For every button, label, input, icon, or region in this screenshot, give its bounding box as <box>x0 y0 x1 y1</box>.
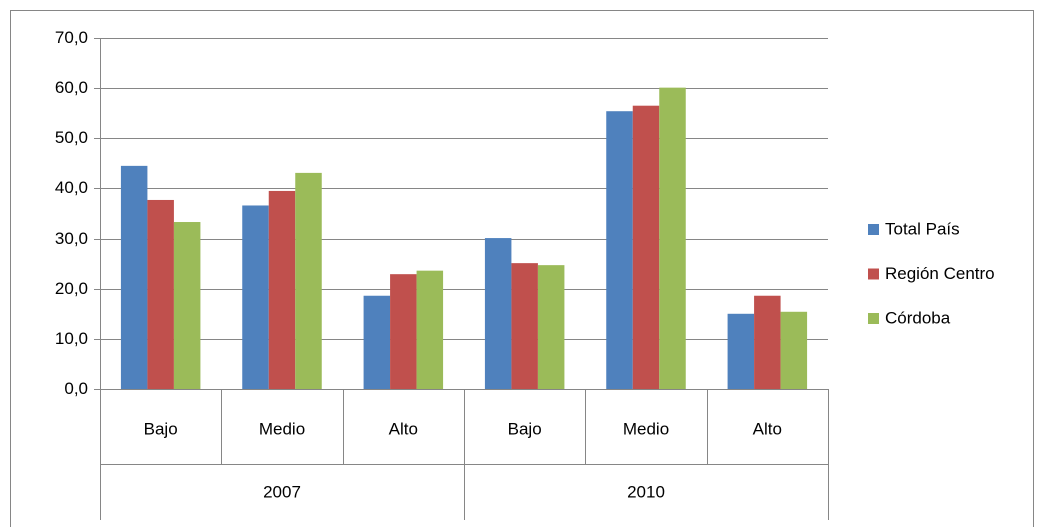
x-tick-label: Medio <box>623 419 669 438</box>
legend-label: Córdoba <box>885 308 951 327</box>
group-label: 2007 <box>263 482 301 501</box>
bar <box>659 87 686 390</box>
bar <box>242 205 269 389</box>
bar <box>606 111 633 390</box>
x-tick-label: Medio <box>259 419 305 438</box>
bar <box>484 238 512 389</box>
y-tick-label: 50,0 <box>55 128 88 147</box>
x-tick-label: Alto <box>389 419 418 438</box>
bar <box>363 295 391 389</box>
bar <box>511 263 538 389</box>
bar <box>295 172 322 389</box>
legend-swatch <box>868 268 879 280</box>
bar <box>268 190 296 389</box>
legend-swatch <box>868 224 879 235</box>
bar <box>416 270 444 389</box>
bar <box>120 165 148 389</box>
legend-label: Total País <box>885 219 960 238</box>
bar <box>390 274 417 389</box>
x-tick-label: Bajo <box>508 419 542 438</box>
bar <box>754 295 781 389</box>
group-label: 2010 <box>627 482 665 501</box>
x-tick-label: Bajo <box>144 419 178 438</box>
bar <box>173 222 201 389</box>
y-tick-label: 20,0 <box>55 279 88 298</box>
y-tick-label: 0,0 <box>64 379 88 398</box>
bar <box>780 311 808 389</box>
bar <box>147 199 174 389</box>
y-tick-label: 30,0 <box>55 229 88 248</box>
y-tick-label: 70,0 <box>55 28 88 47</box>
bar <box>632 105 660 389</box>
legend-label: Región Centro <box>885 264 995 283</box>
x-tick-label: Alto <box>753 419 782 438</box>
bar <box>727 313 755 389</box>
bar <box>537 265 565 389</box>
legend-swatch <box>868 313 879 324</box>
y-tick-label: 40,0 <box>55 178 88 197</box>
y-tick-label: 10,0 <box>55 329 88 348</box>
y-tick-label: 60,0 <box>55 78 88 97</box>
